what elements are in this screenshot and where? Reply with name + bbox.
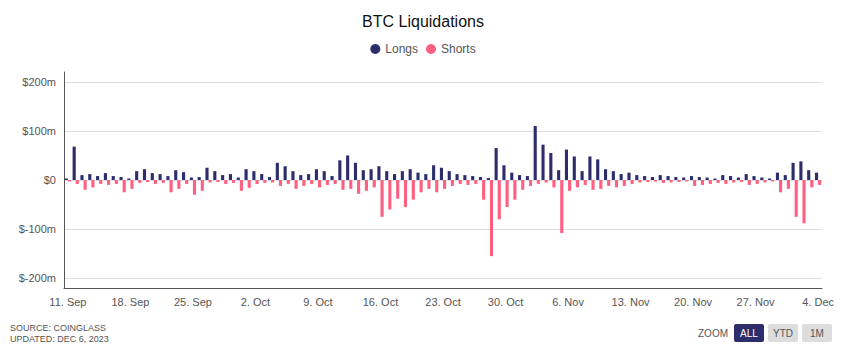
svg-text:25. Sep: 25. Sep (174, 296, 212, 308)
svg-text:23. Oct: 23. Oct (425, 296, 460, 308)
svg-text:18. Sep: 18. Sep (111, 296, 149, 308)
svg-text:Shorts: Shorts (441, 42, 476, 56)
svg-text:BTC Liquidations: BTC Liquidations (362, 13, 484, 30)
svg-text:20. Nov: 20. Nov (674, 296, 712, 308)
svg-text:ALL: ALL (740, 328, 758, 339)
svg-text:$0: $0 (44, 174, 56, 186)
svg-text:9. Oct: 9. Oct (303, 296, 332, 308)
svg-text:SOURCE: COINGLASS: SOURCE: COINGLASS (10, 323, 106, 333)
svg-text:30. Oct: 30. Oct (488, 296, 523, 308)
svg-text:ZOOM: ZOOM (698, 328, 728, 339)
svg-text:2. Oct: 2. Oct (241, 296, 270, 308)
svg-text:27. Nov: 27. Nov (737, 296, 775, 308)
svg-text:16. Oct: 16. Oct (363, 296, 398, 308)
svg-text:$200m: $200m (22, 76, 56, 88)
svg-text:YTD: YTD (773, 328, 793, 339)
svg-text:4. Dec: 4. Dec (802, 296, 834, 308)
svg-text:Longs: Longs (385, 42, 418, 56)
svg-text:UPDATED: DEC 6, 2023: UPDATED: DEC 6, 2023 (10, 334, 109, 344)
svg-text:$-100m: $-100m (19, 223, 56, 235)
svg-text:6. Nov: 6. Nov (552, 296, 584, 308)
svg-text:11. Sep: 11. Sep (49, 296, 86, 308)
svg-text:1M: 1M (810, 328, 824, 339)
svg-text:$100m: $100m (22, 125, 56, 137)
svg-text:13. Nov: 13. Nov (612, 296, 650, 308)
svg-text:$-200m: $-200m (19, 272, 56, 284)
